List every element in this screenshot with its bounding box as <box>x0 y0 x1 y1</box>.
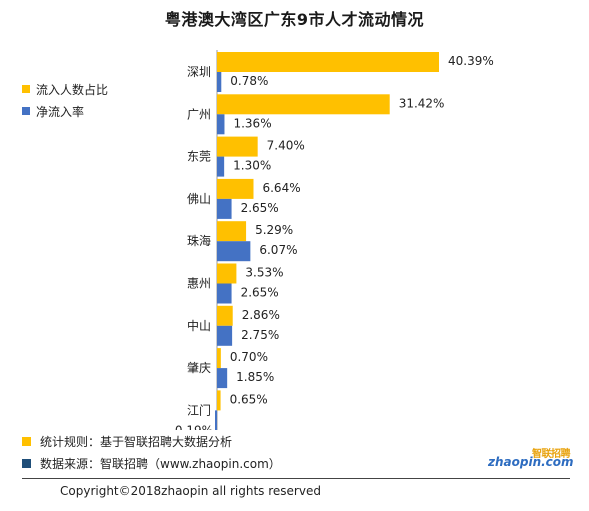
category-label-huizhou: 惠州 <box>187 277 211 291</box>
bar-net-inflow-dongguan <box>217 156 225 177</box>
logo-domain: zhaopin.com <box>488 455 574 469</box>
bar-inflow-share-guangzhou <box>217 94 390 115</box>
data-label-inflow-share-dongguan: 7.40% <box>267 139 305 153</box>
category-label-zhuhai: 珠海 <box>187 233 211 248</box>
category-label-dongguan: 东莞 <box>187 150 211 164</box>
data-label-inflow-share-foshan: 6.64% <box>262 181 300 195</box>
data-label-net-inflow-huizhou: 2.65% <box>241 286 279 300</box>
data-label-inflow-share-zhongshan: 2.86% <box>242 308 280 322</box>
bar-net-inflow-zhuhai <box>217 241 251 262</box>
bar-net-inflow-shenzhen <box>217 72 222 92</box>
bar-inflow-share-shenzhen <box>217 52 439 72</box>
footnote-rule-text: 统计规则：基于智联招聘大数据分析 <box>40 434 233 449</box>
legend-item-inflow-share: 流入人数占比 <box>22 78 108 100</box>
bar-net-inflow-jiangmen <box>215 410 217 430</box>
data-label-net-inflow-jiangmen: -0.19% <box>171 423 213 430</box>
chart-title: 粤港澳大湾区广东9市人才流动情况 <box>164 10 425 29</box>
bar-inflow-share-zhaoqing <box>217 348 221 369</box>
copyright-text: Copyright©2018zhaopin all rights reserve… <box>60 484 321 498</box>
category-label-zhaoqing: 肇庆 <box>187 360 211 375</box>
footnote-source-text: 数据来源：智联招聘（www.zhaopin.com） <box>40 456 281 471</box>
data-label-inflow-share-shenzhen: 40.39% <box>448 54 494 68</box>
data-label-net-inflow-shenzhen: 0.78% <box>230 74 268 88</box>
data-label-inflow-share-zhaoqing: 0.70% <box>230 350 268 364</box>
legend-item-net-inflow: 净流入率 <box>22 100 108 122</box>
data-label-net-inflow-dongguan: 1.30% <box>233 159 271 173</box>
bar-inflow-share-zhongshan <box>217 305 233 326</box>
data-label-inflow-share-zhuhai: 5.29% <box>255 223 293 237</box>
footnote-source: 数据来源：智联招聘（www.zhaopin.com） <box>22 452 281 474</box>
bar-inflow-share-foshan <box>217 178 254 199</box>
data-label-net-inflow-foshan: 2.65% <box>241 201 279 215</box>
data-label-net-inflow-zhaoqing: 1.85% <box>236 370 274 384</box>
data-label-inflow-share-guangzhou: 31.42% <box>399 96 445 110</box>
bar-inflow-share-dongguan <box>217 136 258 157</box>
category-label-jiangmen: 江门 <box>187 402 211 417</box>
chart-legend: 流入人数占比 净流入率 <box>22 78 108 122</box>
bar-inflow-share-jiangmen <box>217 390 221 411</box>
category-label-zhongshan: 中山 <box>187 318 211 333</box>
bar-net-inflow-guangzhou <box>217 114 225 135</box>
bar-net-inflow-zhaoqing <box>217 368 228 389</box>
category-label-foshan: 佛山 <box>187 192 211 206</box>
zhaopin-logo: 智联招聘 zhaopin.com <box>488 445 580 471</box>
data-label-inflow-share-jiangmen: 0.65% <box>230 392 268 406</box>
bar-chart: 深圳 40.39% 0.78% 广州 31.42% 1.36% 东莞 7.40% 1.30% 佛山… <box>171 50 494 430</box>
bar-net-inflow-zhongshan <box>217 325 233 346</box>
bar-inflow-share-zhuhai <box>217 221 247 242</box>
bar-net-inflow-huizhou <box>217 283 232 304</box>
legend-label-net-inflow: 净流入率 <box>36 104 85 119</box>
footnotes: 统计规则：基于智联招聘大数据分析 数据来源：智联招聘（www.zhaopin.c… <box>22 430 281 474</box>
legend-label-inflow-share: 流入人数占比 <box>36 82 109 97</box>
footer-divider <box>22 478 570 479</box>
category-label-guangzhou: 广州 <box>187 107 211 121</box>
bar-net-inflow-foshan <box>217 198 232 219</box>
logo-chinese: 智联招聘 <box>532 449 571 460</box>
data-label-net-inflow-guangzhou: 1.36% <box>233 116 271 130</box>
legend-swatch-inflow-share <box>22 85 30 93</box>
footnote-source-swatch <box>22 458 31 468</box>
bar-inflow-share-huizhou <box>217 263 237 284</box>
data-label-net-inflow-zhongshan: 2.75% <box>241 328 279 342</box>
data-label-net-inflow-zhuhai: 6.07% <box>259 243 297 257</box>
footnote-rule: 统计规则：基于智联招聘大数据分析 <box>22 430 281 452</box>
category-label-shenzhen: 深圳 <box>187 65 211 79</box>
footnote-rule-swatch <box>22 436 31 446</box>
data-label-inflow-share-huizhou: 3.53% <box>245 266 283 280</box>
legend-swatch-net-inflow <box>22 107 30 115</box>
